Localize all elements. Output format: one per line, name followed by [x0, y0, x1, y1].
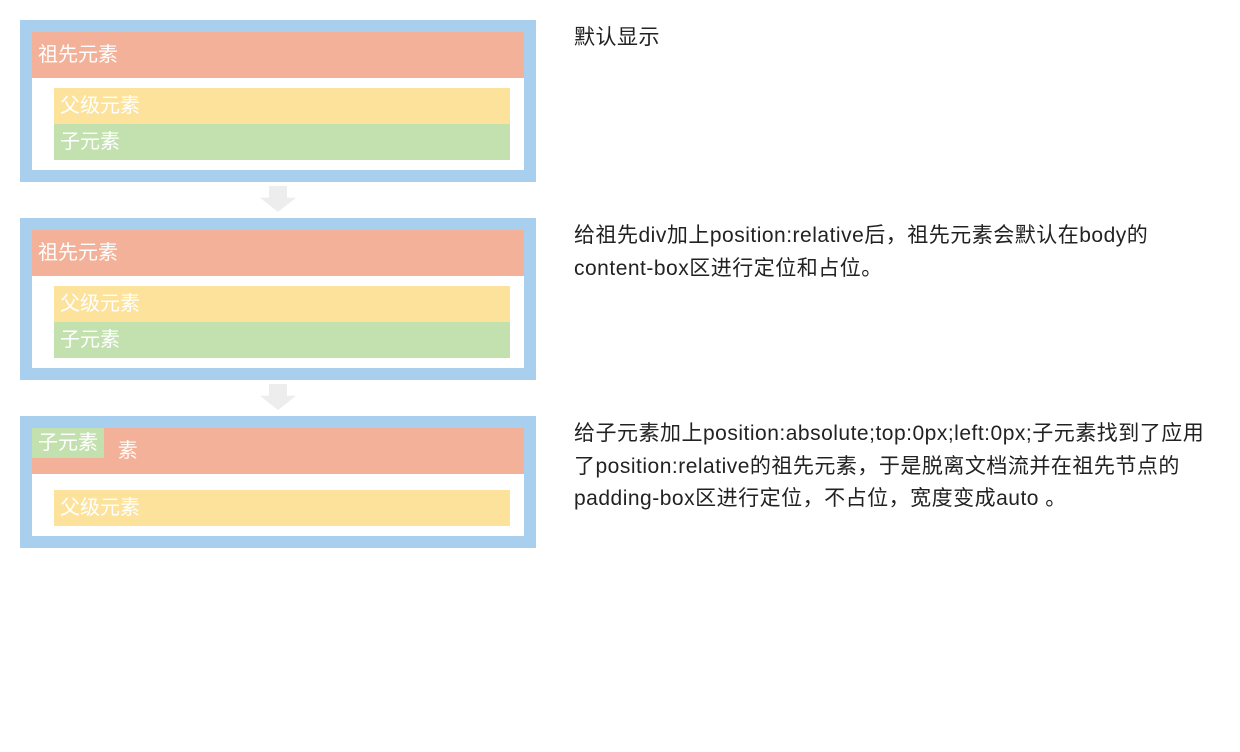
- child-box: 子元素: [54, 322, 510, 358]
- child-label: 子元素: [60, 132, 120, 152]
- parent-label: 父级元素: [60, 294, 140, 314]
- desc-1: 默认显示: [574, 20, 1220, 55]
- row-3: 素 子元素 父级元素 给子元素加上position:absolute;top:0…: [20, 416, 1220, 548]
- diagram-1-outer: 祖先元素 父级元素 子元素: [20, 20, 536, 182]
- desc-3: 给子元素加上position:absolute;top:0px;left:0px…: [574, 416, 1220, 516]
- arrow-down-icon: [260, 186, 296, 212]
- desc-2: 给祖先div加上position:relative后，祖先元素会默认在body的…: [574, 218, 1220, 285]
- diagram-2: 祖先元素 父级元素 子元素: [20, 218, 536, 416]
- ancestor-box: 素: [32, 428, 524, 474]
- arrow-1: [20, 182, 536, 218]
- diagram-1-inner: 父级元素 子元素: [32, 78, 524, 160]
- diagram-2-inner: 父级元素 子元素: [32, 276, 524, 358]
- page: 祖先元素 父级元素 子元素 默认显示 祖先元素: [20, 20, 1220, 548]
- diagram-2-outer: 祖先元素 父级元素 子元素: [20, 218, 536, 380]
- parent-box: 父级元素: [54, 490, 510, 526]
- diagram-3-inner: 父级元素: [32, 474, 524, 526]
- parent-box: 父级元素: [54, 88, 510, 124]
- child-box-absolute: 子元素: [32, 428, 104, 458]
- child-box: 子元素: [54, 124, 510, 160]
- diagram-1: 祖先元素 父级元素 子元素: [20, 20, 536, 218]
- row-2: 祖先元素 父级元素 子元素 给祖先div加上position:relative后…: [20, 218, 1220, 416]
- diagram-3: 素 子元素 父级元素: [20, 416, 536, 548]
- child-label: 子元素: [38, 433, 98, 453]
- row-1: 祖先元素 父级元素 子元素 默认显示: [20, 20, 1220, 218]
- diagram-3-outer: 素 子元素 父级元素: [20, 416, 536, 548]
- arrow-2: [20, 380, 536, 416]
- parent-label: 父级元素: [60, 96, 140, 116]
- parent-box: 父级元素: [54, 286, 510, 322]
- arrow-down-icon: [260, 384, 296, 410]
- ancestor-label: 祖先元素: [38, 243, 118, 263]
- parent-label: 父级元素: [60, 498, 140, 518]
- child-label: 子元素: [60, 330, 120, 350]
- ancestor-box: 祖先元素: [32, 230, 524, 276]
- ancestor-label: 祖先元素: [38, 45, 118, 65]
- ancestor-box: 祖先元素: [32, 32, 524, 78]
